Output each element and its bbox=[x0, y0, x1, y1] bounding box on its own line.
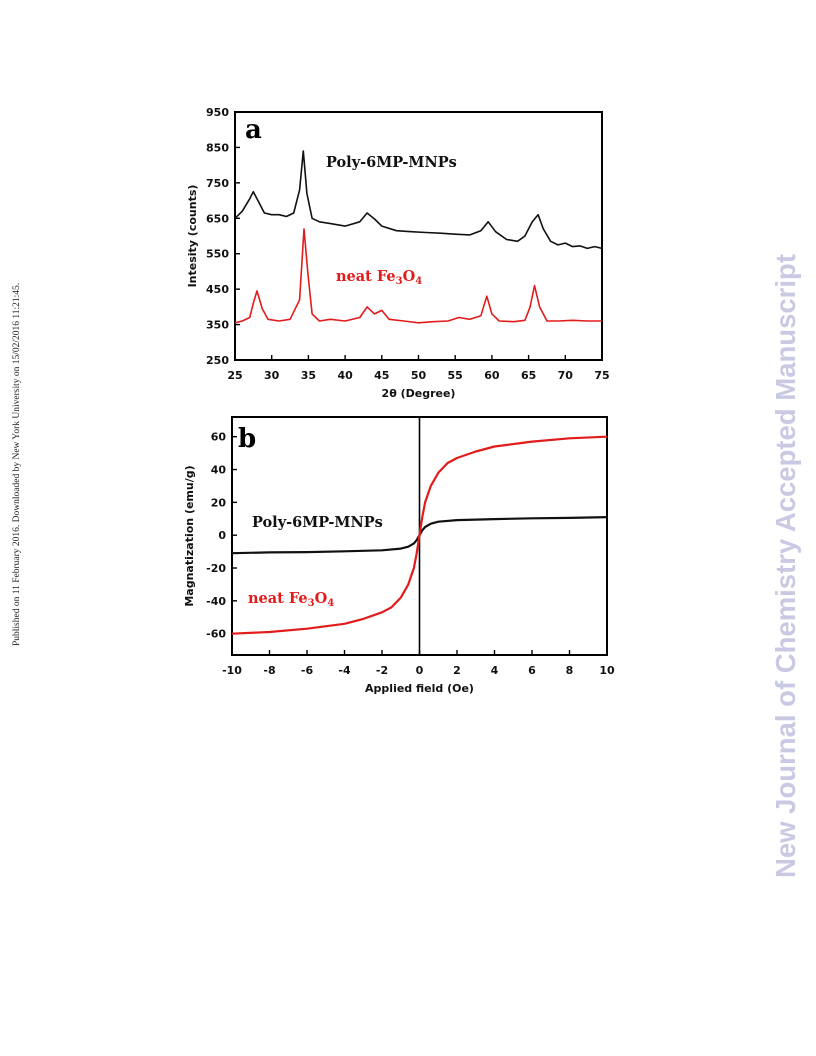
series-label-0: Poly-6MP-MNPs bbox=[326, 154, 457, 171]
x-tick-label: 0 bbox=[416, 664, 424, 677]
x-tick-label: 40 bbox=[337, 369, 353, 382]
series-label-part: Poly-6MP-MNPs bbox=[252, 514, 383, 531]
x-tick-label: 35 bbox=[301, 369, 316, 382]
x-tick-label: 75 bbox=[594, 369, 609, 382]
y-axis-label: Intesity (counts) bbox=[186, 185, 199, 288]
x-tick-label: 55 bbox=[448, 369, 463, 382]
series-label-part: 4 bbox=[327, 598, 334, 609]
series-label-1: neat Fe3O4 bbox=[336, 268, 422, 287]
x-tick-label: 45 bbox=[374, 369, 389, 382]
y-tick-label: -20 bbox=[206, 562, 226, 575]
x-tick-label: 25 bbox=[227, 369, 242, 382]
x-tick-label: 30 bbox=[264, 369, 280, 382]
y-tick-label: 60 bbox=[211, 431, 227, 444]
series-label-part: 4 bbox=[415, 276, 422, 287]
x-tick-label: -8 bbox=[263, 664, 275, 677]
y-tick-label: 40 bbox=[211, 464, 227, 477]
x-tick-label: 2 bbox=[453, 664, 461, 677]
x-tick-label: 10 bbox=[599, 664, 615, 677]
x-tick-label: -4 bbox=[338, 664, 351, 677]
series-line-0 bbox=[234, 150, 603, 250]
y-axis-label: Magnatization (emu/g) bbox=[183, 465, 196, 606]
panel-label: a bbox=[245, 115, 262, 145]
x-tick-label: -10 bbox=[222, 664, 242, 677]
x-axis-label: Applied field (Oe) bbox=[365, 682, 474, 695]
x-tick-label: -2 bbox=[376, 664, 388, 677]
series-label-part: Poly-6MP-MNPs bbox=[326, 154, 457, 171]
y-tick-label: 650 bbox=[206, 212, 229, 225]
series-label-part: neat Fe bbox=[336, 268, 396, 285]
y-tick-label: 350 bbox=[206, 319, 229, 332]
series-label-part: 3 bbox=[308, 598, 315, 609]
x-tick-label: 6 bbox=[528, 664, 536, 677]
series-label-part: O bbox=[315, 590, 328, 607]
x-tick-label: 4 bbox=[491, 664, 499, 677]
y-tick-label: -60 bbox=[206, 628, 226, 641]
series-label-0: Poly-6MP-MNPs bbox=[252, 514, 383, 531]
y-tick-label: 250 bbox=[206, 354, 229, 367]
series-label-part: 3 bbox=[396, 276, 403, 287]
y-tick-label: 20 bbox=[211, 496, 227, 509]
y-tick-label: 750 bbox=[206, 177, 229, 190]
y-tick-label: -40 bbox=[206, 595, 226, 608]
magnetization-chart: -10 -8 -6 -4 -2 0 2 4 6 8 106040200-20-40-60Applie… bbox=[183, 416, 615, 695]
y-tick-label: 0 bbox=[218, 529, 226, 542]
y-tick-label: 450 bbox=[206, 283, 229, 296]
x-tick-label: -6 bbox=[301, 664, 314, 677]
x-tick-label: 60 bbox=[484, 369, 500, 382]
x-tick-label: 65 bbox=[521, 369, 536, 382]
y-tick-label: 850 bbox=[206, 141, 229, 154]
panel-label: b bbox=[238, 424, 256, 454]
x-tick-label: 70 bbox=[558, 369, 574, 382]
series-label-1: neat Fe3O4 bbox=[248, 590, 334, 609]
x-tick-label: 50 bbox=[411, 369, 427, 382]
series-line-1 bbox=[231, 435, 608, 635]
x-axis-label: 2θ (Degree) bbox=[382, 387, 456, 400]
y-tick-label: 950 bbox=[206, 106, 229, 119]
series-label-part: neat Fe bbox=[248, 590, 308, 607]
xrd-chart: 25 30 35 40 45 50 55 60 65 70 75 250 350 450 550 650 750… bbox=[186, 106, 610, 400]
series-label-part: O bbox=[403, 268, 416, 285]
y-tick-label: 550 bbox=[206, 248, 229, 261]
x-tick-label: 8 bbox=[566, 664, 574, 677]
series-line-1 bbox=[234, 228, 602, 324]
